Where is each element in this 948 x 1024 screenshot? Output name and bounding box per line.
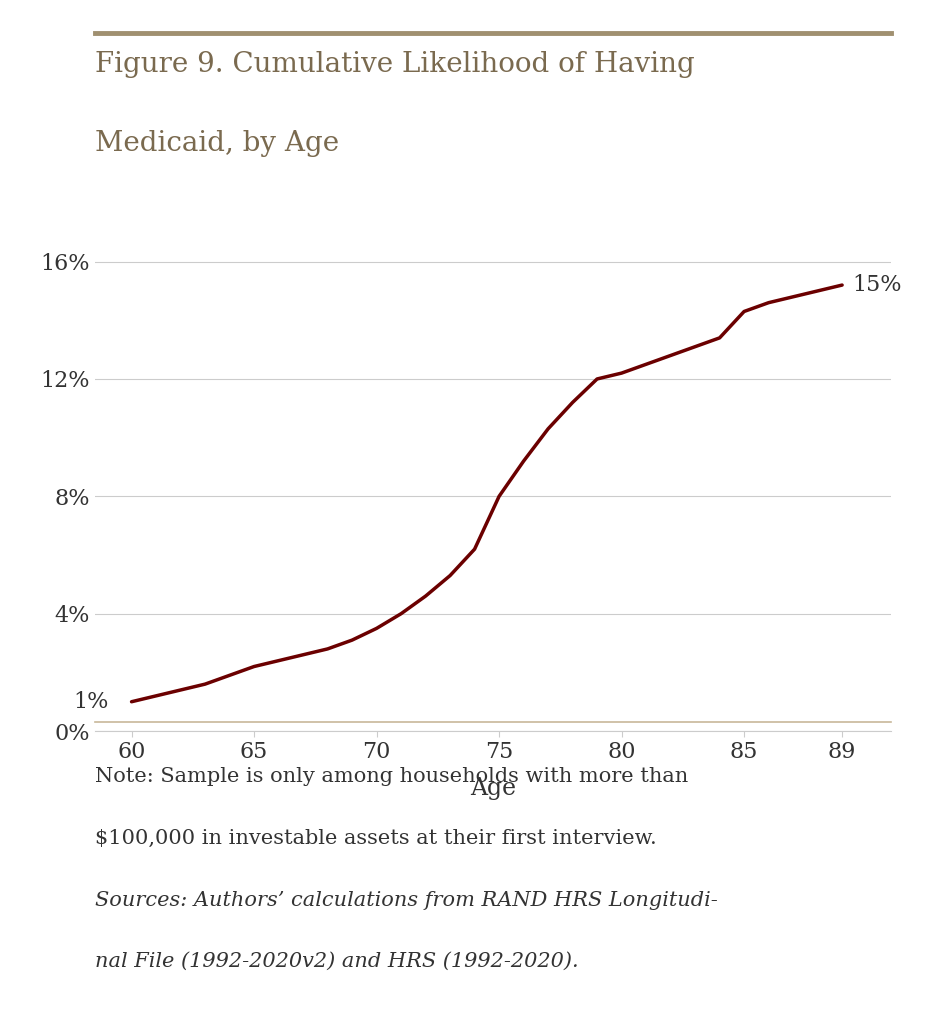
Text: Medicaid, by Age: Medicaid, by Age <box>95 130 339 157</box>
Text: Note: Sample is only among households with more than: Note: Sample is only among households wi… <box>95 767 688 786</box>
Text: Figure 9. Cumulative Likelihood of Having: Figure 9. Cumulative Likelihood of Havin… <box>95 51 695 78</box>
Text: 1%: 1% <box>73 691 109 713</box>
Text: $100,000 in investable assets at their first interview.: $100,000 in investable assets at their f… <box>95 829 657 848</box>
X-axis label: Age: Age <box>470 777 516 801</box>
Text: 15%: 15% <box>852 274 902 296</box>
Text: Sources: Authors’ calculations from RAND HRS Longitudi-: Sources: Authors’ calculations from RAND… <box>95 891 718 909</box>
Text: nal File (1992-2020v2) and HRS (1992-2020).: nal File (1992-2020v2) and HRS (1992-202… <box>95 952 578 971</box>
